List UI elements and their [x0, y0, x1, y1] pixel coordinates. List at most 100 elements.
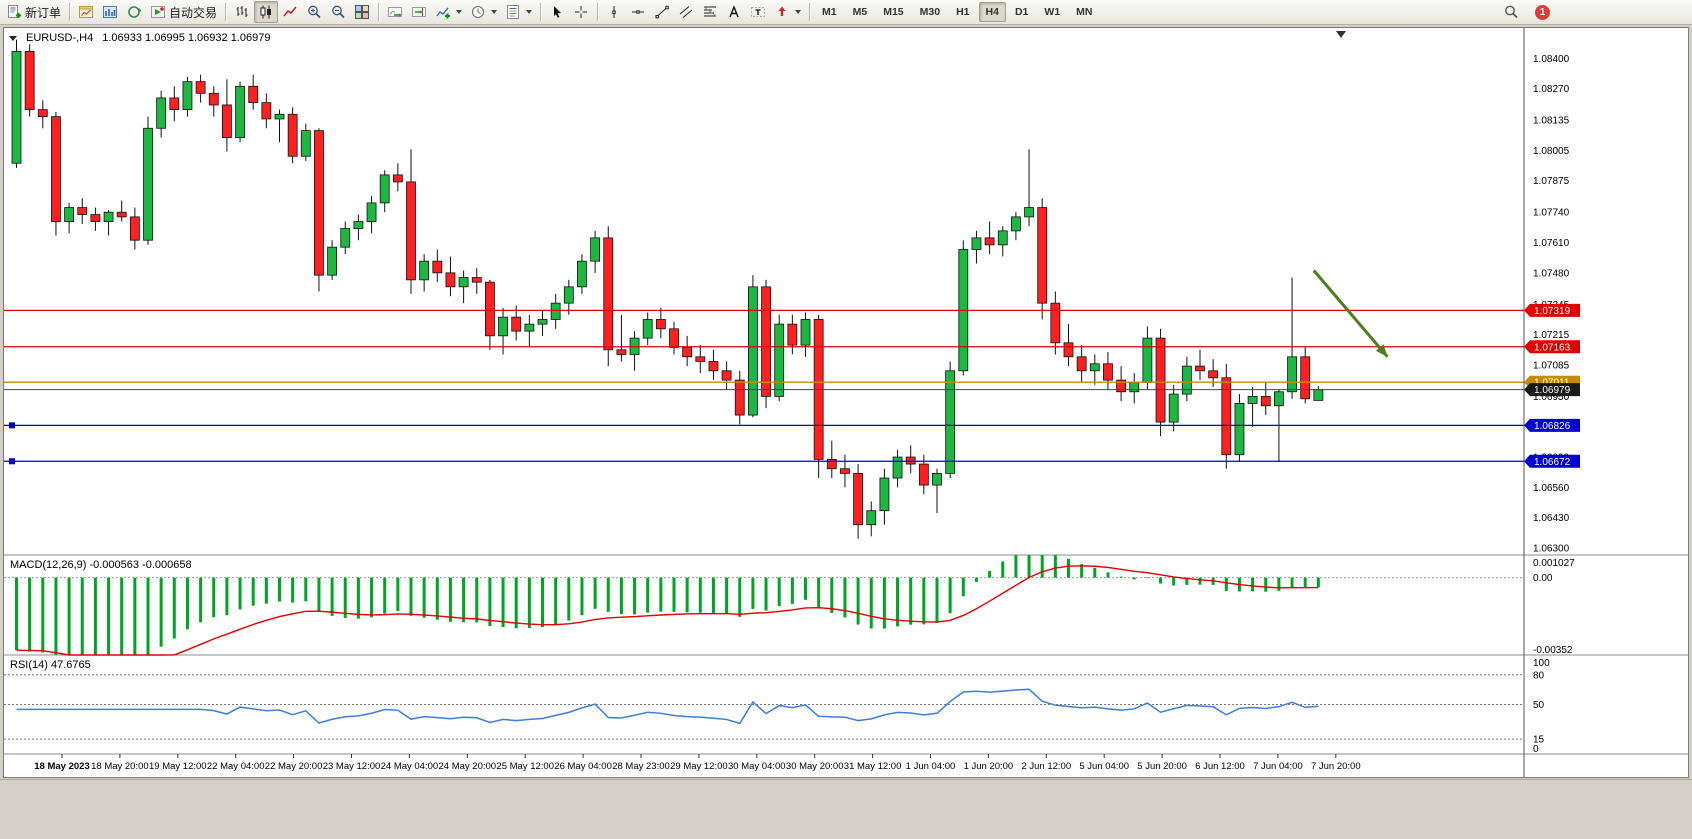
bear-candle — [90, 214, 101, 222]
refresh-button[interactable] — [122, 1, 146, 23]
bull-candle — [64, 207, 74, 222]
bull-candle — [971, 237, 982, 250]
bull-candle — [1129, 382, 1140, 393]
time-tick-label: 22 May 20:00 — [265, 761, 323, 772]
bull-candle — [182, 81, 193, 111]
channel-icon — [679, 6, 693, 18]
trendline-button[interactable] — [650, 1, 674, 23]
line-handle[interactable] — [9, 422, 15, 429]
timeframe-m30-button[interactable]: M30 — [919, 6, 941, 18]
arrows-button[interactable] — [770, 1, 805, 23]
line-chart-button[interactable] — [278, 1, 302, 23]
scroll-anchor-marker[interactable] — [1336, 31, 1346, 38]
collapse-arrow-icon[interactable] — [9, 35, 17, 41]
toolbar-separator — [597, 3, 599, 21]
bull-candle — [1247, 396, 1258, 404]
auto-scroll-button[interactable] — [383, 1, 407, 23]
main-toolbar: 新订单 自动交易 M1 M5 M15 M30 H1 H4 D1 W1 MN 1 — [0, 0, 1692, 25]
bull-candle — [774, 323, 785, 397]
candlestick-chart-button[interactable] — [254, 1, 279, 23]
bull-candle — [1142, 337, 1153, 383]
zoom-out-button[interactable] — [326, 1, 350, 23]
periods-button[interactable] — [466, 1, 501, 23]
timeframe-mn-button[interactable]: MN — [1076, 6, 1093, 18]
bull-candle — [524, 323, 535, 332]
toolbar-separator — [69, 3, 71, 21]
bear-candle — [840, 468, 850, 474]
bear-candle — [787, 323, 798, 346]
timeframe-w1-button[interactable]: W1 — [1044, 6, 1061, 18]
search-icon — [1505, 5, 1518, 19]
bear-candle — [314, 130, 324, 276]
time-tick-label: 5 Jun 20:00 — [1137, 761, 1187, 772]
templates-button[interactable] — [501, 1, 536, 23]
price-tick-label: 1.07875 — [1533, 176, 1570, 187]
label-button[interactable] — [746, 1, 770, 23]
chart-title-bar: EURUSD-,H4 1.06933 1.06995 1.06932 1.069… — [9, 32, 270, 44]
time-tick-label: 18 May 20:00 — [91, 761, 149, 772]
bear-candle — [603, 237, 614, 351]
line-handle[interactable] — [9, 458, 15, 465]
time-tick-label: 19 May 12:00 — [149, 761, 207, 772]
crosshair-button[interactable] — [569, 1, 593, 23]
price-tick-label: 1.08135 — [1533, 116, 1570, 127]
channel-button[interactable] — [674, 1, 698, 23]
new-order-button[interactable]: 新订单 — [2, 1, 65, 23]
indicators-icon — [436, 7, 451, 19]
bull-candle — [419, 260, 430, 281]
cursor-button[interactable] — [545, 1, 569, 23]
time-tick-label: 7 Jun 04:00 — [1253, 761, 1303, 772]
bull-candle — [550, 302, 561, 320]
time-axis: 18 May 2023 18 May 20:00 19 May 12:00 22 Ma… — [34, 754, 1361, 772]
search-button[interactable] — [1499, 1, 1523, 23]
bear-candle — [208, 92, 219, 106]
text-button[interactable] — [722, 1, 746, 23]
indicators-button[interactable] — [431, 1, 466, 23]
notification-badge[interactable]: 1 — [1535, 4, 1550, 20]
chart-canvas[interactable]: 1.08400 1.08270 1.08135 1.08005 1.07875 1.077… — [4, 28, 1688, 777]
cursor-icon — [554, 6, 562, 18]
price-tick-label: 1.08005 — [1533, 146, 1570, 157]
bear-candle — [1116, 379, 1126, 393]
bull-candle — [300, 130, 311, 157]
bear-candle — [1037, 207, 1048, 304]
timeframe-h1-button[interactable]: H1 — [956, 6, 970, 18]
time-tick-label: 29 May 12:00 — [670, 761, 728, 772]
zoom-in-icon — [308, 5, 321, 19]
price-tick-label: 1.06430 — [1533, 513, 1570, 524]
bull-candle — [1024, 207, 1034, 218]
bear-candle — [1155, 337, 1166, 423]
chart-window-button[interactable] — [74, 1, 98, 23]
price-tick-label: 1.06300 — [1533, 544, 1570, 555]
timeframe-d1-button[interactable]: D1 — [1014, 6, 1029, 18]
bear-candle — [445, 272, 456, 288]
bar-chart-button[interactable] — [230, 1, 254, 23]
fibonacci-button[interactable] — [698, 1, 722, 23]
trend-arrow-annotation[interactable] — [1312, 269, 1389, 358]
bear-candle — [1208, 370, 1219, 379]
bear-candle — [261, 102, 272, 120]
bottom-strip — [0, 779, 1692, 839]
market-watch-button[interactable] — [98, 1, 122, 23]
vertical-line-button[interactable] — [602, 1, 626, 23]
bear-candle — [511, 316, 522, 332]
bear-candle — [287, 113, 298, 157]
time-tick-label: 7 Jun 20:00 — [1311, 761, 1361, 772]
toolbar-right-group: 1 — [1499, 1, 1690, 23]
timeframe-m15-button[interactable]: M15 — [883, 6, 904, 18]
timeframe-m1-button[interactable]: M1 — [822, 6, 837, 18]
bear-candle — [695, 356, 706, 362]
tile-windows-button[interactable] — [350, 1, 374, 23]
horizontal-line-button[interactable] — [626, 1, 650, 23]
autotrading-button[interactable]: 自动交易 — [146, 1, 221, 23]
chart-shift-button[interactable] — [407, 1, 431, 23]
timeframe-m5-button[interactable]: M5 — [852, 6, 868, 18]
price-badge-1.06979: 1.06979 — [1524, 383, 1580, 397]
zoom-in-button[interactable] — [302, 1, 326, 23]
bear-candle — [918, 463, 929, 486]
timeframe-h4-button[interactable]: H4 — [978, 2, 1006, 22]
bull-candle — [1168, 393, 1179, 423]
bear-candle — [129, 216, 140, 241]
macd-signal-line — [16, 565, 1319, 656]
bear-candle — [721, 370, 732, 381]
